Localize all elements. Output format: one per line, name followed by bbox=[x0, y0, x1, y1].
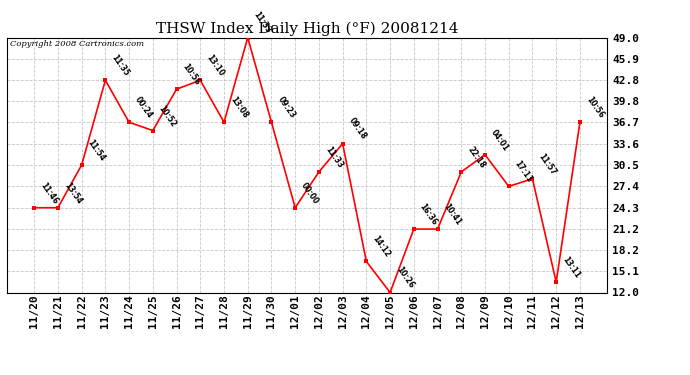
Text: 00:24: 00:24 bbox=[133, 95, 155, 120]
Text: 10:56: 10:56 bbox=[584, 95, 605, 120]
Text: 10:52: 10:52 bbox=[157, 104, 178, 128]
Text: 11:54: 11:54 bbox=[86, 138, 107, 163]
Text: 13:54: 13:54 bbox=[62, 181, 83, 206]
Text: 14:12: 14:12 bbox=[371, 234, 392, 260]
Text: 10:56: 10:56 bbox=[181, 62, 202, 87]
Text: 04:01: 04:01 bbox=[489, 128, 511, 153]
Text: 13:08: 13:08 bbox=[228, 95, 250, 120]
Text: Copyright 2008 Cartronics.com: Copyright 2008 Cartronics.com bbox=[10, 40, 144, 48]
Text: 10:26: 10:26 bbox=[394, 266, 415, 290]
Text: 11:33: 11:33 bbox=[323, 145, 344, 170]
Text: 11:33: 11:33 bbox=[252, 10, 273, 35]
Text: 16:36: 16:36 bbox=[418, 202, 440, 227]
Text: 09:23: 09:23 bbox=[275, 95, 297, 120]
Text: 11:46: 11:46 bbox=[39, 181, 59, 206]
Text: 13:10: 13:10 bbox=[204, 53, 226, 78]
Text: 11:57: 11:57 bbox=[537, 152, 558, 177]
Text: 10:41: 10:41 bbox=[442, 202, 463, 227]
Text: 17:11: 17:11 bbox=[513, 159, 534, 184]
Title: THSW Index Daily High (°F) 20081214: THSW Index Daily High (°F) 20081214 bbox=[156, 22, 458, 36]
Text: 11:35: 11:35 bbox=[110, 53, 130, 78]
Text: 09:18: 09:18 bbox=[347, 117, 368, 141]
Text: 00:00: 00:00 bbox=[299, 181, 321, 206]
Text: 13:11: 13:11 bbox=[560, 255, 582, 280]
Text: 22:18: 22:18 bbox=[466, 145, 486, 170]
